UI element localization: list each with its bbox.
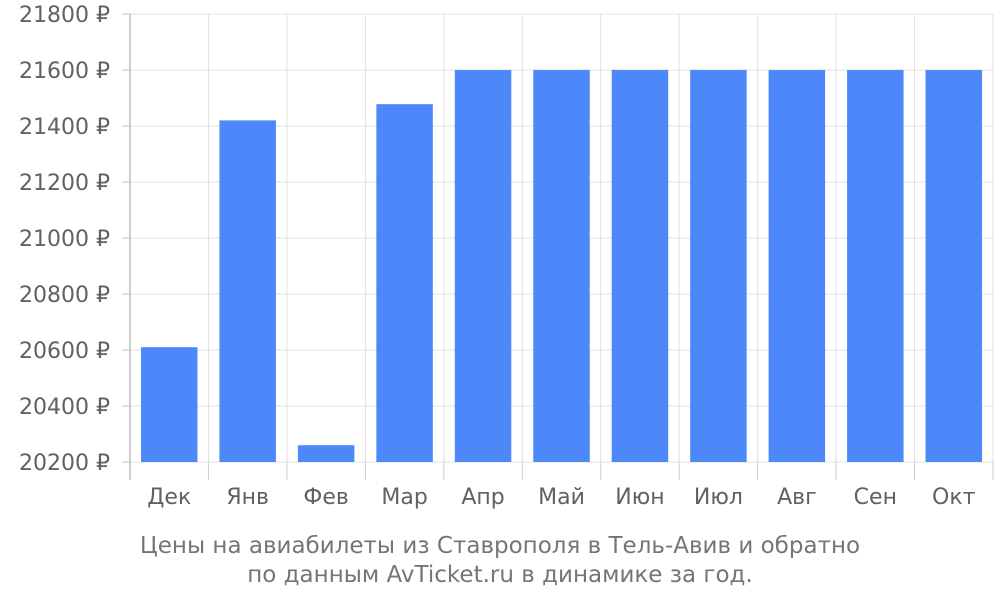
bar-5 <box>454 70 512 462</box>
y-tick-label: 21000 ₽ <box>19 227 110 252</box>
y-tick-label: 21400 ₽ <box>19 115 110 140</box>
caption-line-1: Цены на авиабилеты из Ставрополя в Тель-… <box>139 533 861 559</box>
chart-caption: Цены на авиабилеты из Ставрополя в Тель-… <box>0 532 1000 590</box>
x-tick-label: Июн <box>615 485 664 510</box>
y-tick-label: 20800 ₽ <box>19 283 110 308</box>
x-tick-label: Мар <box>381 485 427 510</box>
bar-8 <box>690 70 747 462</box>
bar-9 <box>768 70 826 462</box>
y-tick-label: 21600 ₽ <box>19 59 110 84</box>
y-tick-label: 20400 ₽ <box>19 395 110 420</box>
bar-6 <box>533 70 590 462</box>
x-tick-label: Фев <box>303 485 348 510</box>
y-tick-label: 20200 ₽ <box>19 451 110 476</box>
bar-chart: 20200 ₽ 20400 ₽ 20600 ₽ 20800 ₽ 21000 ₽ 21200… <box>19 3 994 510</box>
bar-3 <box>297 445 355 462</box>
bar-10 <box>847 70 904 462</box>
bar-4 <box>376 104 433 462</box>
bar-1 <box>140 347 198 462</box>
y-tick-label: 20600 ₽ <box>19 339 110 364</box>
x-tick-label: Июл <box>694 485 743 510</box>
x-tick-label: Апр <box>461 485 504 510</box>
x-tick-label: Авг <box>777 485 817 510</box>
x-tick-label: Окт <box>932 485 976 510</box>
x-tick-label: Дек <box>147 485 191 510</box>
bar-2 <box>219 120 276 463</box>
y-tick-label: 21800 ₽ <box>19 3 110 28</box>
x-tick-label: Май <box>538 485 585 510</box>
x-tick-label: Сен <box>854 485 897 510</box>
caption-line-2: по данным AvTicket.ru в динамике за год. <box>247 562 753 588</box>
x-tick-label: Янв <box>226 485 269 510</box>
bar-7 <box>611 70 669 462</box>
bar-11 <box>925 70 983 462</box>
y-tick-label: 21200 ₽ <box>19 171 110 196</box>
